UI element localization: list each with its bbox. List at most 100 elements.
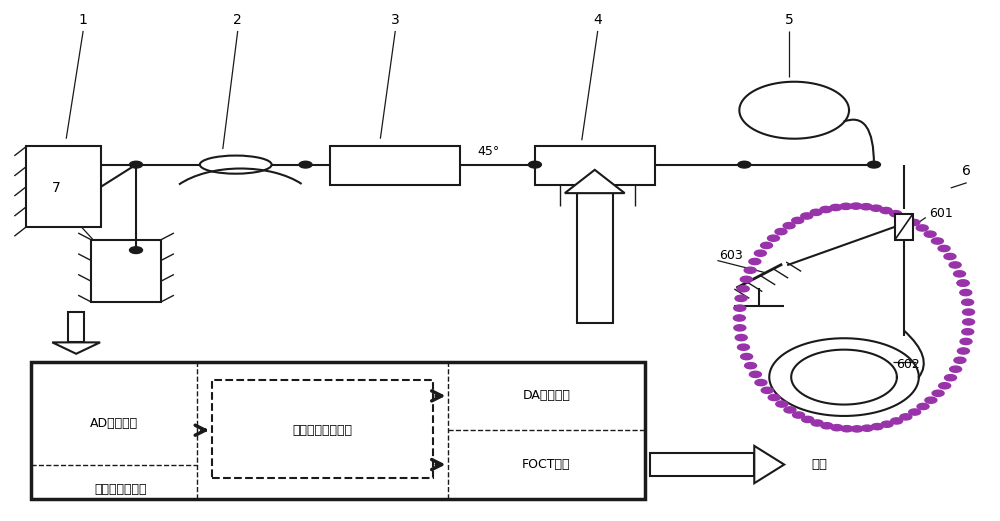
Text: 603: 603	[719, 249, 743, 262]
Circle shape	[735, 334, 747, 341]
Circle shape	[962, 329, 974, 335]
Bar	[895, 214, 913, 240]
Text: 601: 601	[929, 207, 953, 220]
Circle shape	[938, 245, 950, 252]
Circle shape	[939, 382, 951, 389]
Bar	[31, 362, 645, 499]
Circle shape	[299, 162, 312, 168]
Circle shape	[841, 426, 853, 432]
Circle shape	[916, 225, 928, 231]
Text: 数字信号处理单元: 数字信号处理单元	[293, 424, 353, 437]
Circle shape	[811, 420, 823, 426]
Circle shape	[738, 162, 751, 168]
Text: 输出: 输出	[811, 458, 827, 471]
Bar	[212, 380, 433, 478]
Bar	[26, 146, 101, 227]
Circle shape	[761, 242, 773, 249]
Circle shape	[810, 209, 822, 216]
Circle shape	[871, 424, 883, 430]
Circle shape	[880, 207, 892, 214]
Circle shape	[945, 375, 956, 381]
Circle shape	[754, 250, 766, 256]
Circle shape	[949, 262, 961, 268]
Circle shape	[820, 206, 832, 213]
Circle shape	[957, 348, 969, 354]
Circle shape	[776, 401, 788, 407]
Circle shape	[960, 338, 972, 344]
Bar	[91, 240, 161, 302]
Text: 7: 7	[52, 181, 61, 195]
Circle shape	[528, 162, 541, 168]
Text: 5: 5	[785, 13, 794, 27]
Circle shape	[733, 315, 745, 321]
Circle shape	[861, 425, 873, 431]
Circle shape	[755, 379, 767, 386]
Bar	[650, 453, 754, 476]
Circle shape	[801, 213, 813, 219]
Circle shape	[924, 231, 936, 237]
Circle shape	[944, 253, 956, 259]
Circle shape	[840, 203, 852, 209]
Circle shape	[867, 162, 880, 168]
Circle shape	[851, 426, 863, 432]
Text: 1: 1	[79, 13, 88, 27]
Bar	[68, 312, 84, 342]
Circle shape	[932, 390, 944, 396]
Bar	[577, 193, 613, 322]
Circle shape	[749, 371, 761, 377]
Text: 4: 4	[593, 13, 602, 27]
Circle shape	[899, 215, 911, 221]
Circle shape	[909, 409, 921, 415]
Circle shape	[745, 363, 757, 369]
Circle shape	[802, 416, 814, 423]
Circle shape	[860, 204, 872, 210]
Circle shape	[734, 325, 746, 331]
Circle shape	[767, 235, 779, 241]
Circle shape	[963, 309, 975, 315]
Text: FOCT数据: FOCT数据	[522, 458, 571, 471]
Circle shape	[881, 421, 893, 427]
Circle shape	[850, 203, 862, 209]
Text: AD转换电路: AD转换电路	[90, 417, 138, 430]
Circle shape	[908, 219, 920, 226]
Text: 6: 6	[962, 164, 971, 178]
Circle shape	[931, 238, 943, 244]
Circle shape	[821, 423, 833, 429]
Circle shape	[954, 271, 966, 277]
Circle shape	[744, 267, 756, 274]
Circle shape	[775, 229, 787, 234]
Circle shape	[962, 299, 974, 305]
Circle shape	[925, 397, 937, 403]
Circle shape	[954, 357, 966, 363]
Text: 602: 602	[896, 357, 920, 370]
Circle shape	[963, 319, 975, 325]
Circle shape	[957, 280, 969, 286]
Circle shape	[870, 205, 882, 212]
Text: DA转换电路: DA转换电路	[523, 389, 570, 402]
Polygon shape	[754, 446, 784, 483]
Circle shape	[761, 387, 773, 393]
Circle shape	[917, 403, 929, 410]
Circle shape	[749, 258, 761, 265]
Circle shape	[130, 162, 142, 168]
Bar	[535, 146, 655, 185]
Circle shape	[740, 276, 752, 282]
Circle shape	[900, 414, 912, 420]
Circle shape	[738, 344, 749, 350]
Circle shape	[830, 204, 842, 210]
Circle shape	[784, 407, 796, 413]
Polygon shape	[565, 170, 625, 193]
Circle shape	[831, 425, 843, 431]
Circle shape	[792, 217, 804, 224]
Circle shape	[891, 418, 903, 424]
Circle shape	[960, 290, 972, 296]
Text: 2: 2	[233, 13, 242, 27]
Circle shape	[950, 366, 962, 373]
Text: 3: 3	[391, 13, 400, 27]
Circle shape	[783, 222, 795, 229]
Ellipse shape	[200, 156, 272, 173]
Circle shape	[130, 247, 142, 254]
Circle shape	[734, 305, 746, 311]
Text: 45°: 45°	[477, 145, 499, 158]
Bar	[330, 146, 460, 185]
